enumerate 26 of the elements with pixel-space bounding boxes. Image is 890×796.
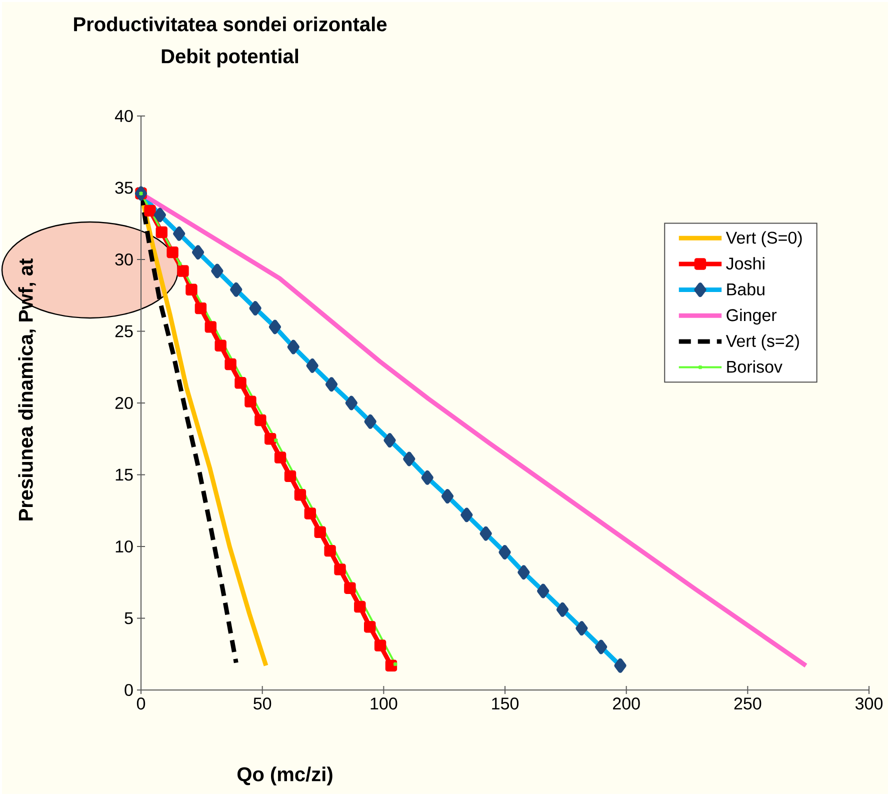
x-tick-label: 150 — [492, 698, 519, 710]
y-tick-label: 15 — [116, 468, 133, 481]
x-tick-label: 250 — [734, 698, 762, 710]
y-tick-label: 40 — [114, 110, 133, 122]
legend-label: Joshi — [726, 257, 764, 270]
y-tick-label: 5 — [124, 612, 133, 624]
x-axis-title: Qo (mc/zi) — [237, 766, 332, 786]
y-tick-label: 0 — [124, 684, 133, 696]
legend-label: Borisov — [727, 360, 782, 373]
x-tick-label: 50 — [254, 698, 272, 710]
x-tick-label: 200 — [613, 698, 640, 710]
y-tick-label: 30 — [115, 253, 133, 266]
x-tick-label: 100 — [370, 698, 398, 710]
y-tick-label: 10 — [116, 540, 133, 553]
legend-label: Vert (s=2) — [726, 334, 799, 350]
y-axis-title: Presiunea dinamica, Pwf, at — [18, 258, 36, 520]
x-tick-label: 300 — [855, 698, 883, 710]
legend-label: Ginger — [726, 308, 777, 325]
y-tick-label: 20 — [115, 396, 133, 410]
legend-label: Vert (S=0) — [726, 231, 802, 248]
y-tick-label: 25 — [115, 325, 133, 338]
legend-label: Babu — [727, 282, 764, 296]
chart-title: Productivitatea sondei orizontale — [74, 16, 387, 32]
y-tick-label: 35 — [115, 182, 133, 194]
x-tick-label: 0 — [136, 698, 146, 710]
chart-subtitle: Debit potential — [162, 48, 298, 68]
